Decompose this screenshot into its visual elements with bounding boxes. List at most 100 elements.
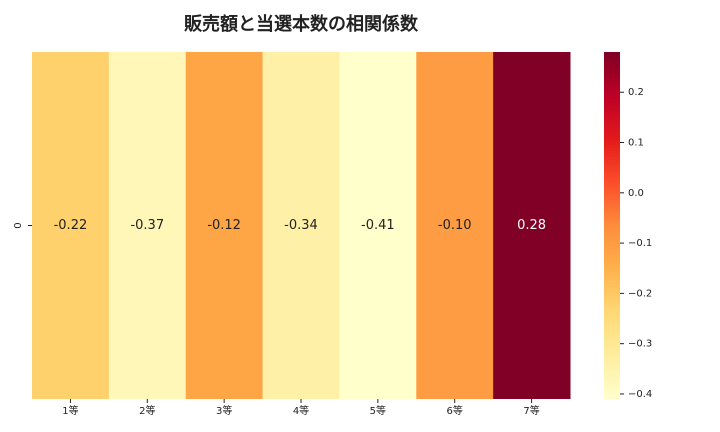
colorbar-segment xyxy=(604,219,620,224)
x-tick-label: 6等 xyxy=(447,404,463,417)
colorbar-segment xyxy=(604,170,620,175)
colorbar-segment xyxy=(604,196,620,201)
colorbar-segment xyxy=(604,161,620,166)
colorbar-segment xyxy=(604,393,620,397)
colorbar-segment xyxy=(604,199,620,203)
colorbar-segment xyxy=(604,57,620,62)
colorbar-segment xyxy=(604,144,620,149)
colorbar-segment xyxy=(604,173,620,177)
colorbar-segment xyxy=(604,52,620,56)
colorbar-segment xyxy=(604,202,620,206)
colorbar-tick-label: −0.1 xyxy=(628,238,652,249)
colorbar-segment xyxy=(604,54,620,59)
colorbar-segment xyxy=(604,141,620,146)
x-tick-label: 1等 xyxy=(62,404,78,417)
colorbar-segment xyxy=(604,294,620,299)
colorbar-segment xyxy=(604,312,620,316)
colorbar-segment xyxy=(604,66,620,70)
heatmap-cell xyxy=(185,52,264,399)
colorbar-segment xyxy=(604,185,620,189)
colorbar-segment xyxy=(604,320,620,325)
colorbar-segment xyxy=(604,346,620,351)
x-tick-label: 7等 xyxy=(523,404,539,417)
heatmap-cell xyxy=(32,52,110,399)
colorbar-segment xyxy=(604,257,620,261)
colorbar-segment xyxy=(604,361,620,365)
colorbar-segment xyxy=(604,132,620,137)
colorbar-segment xyxy=(604,239,620,244)
colorbar-segment xyxy=(604,384,620,389)
value-label: -0.22 xyxy=(54,218,88,233)
colorbar-segment xyxy=(604,156,620,160)
colorbar-segment xyxy=(604,101,620,105)
colorbar-segment xyxy=(604,63,620,68)
colorbar-segment xyxy=(604,109,620,114)
x-tick-label: 4等 xyxy=(293,404,309,417)
colorbar-segment xyxy=(604,248,620,253)
colorbar-segment xyxy=(604,355,620,360)
colorbar-segment xyxy=(604,60,620,65)
colorbar-segment xyxy=(604,86,620,91)
colorbar-segment xyxy=(604,289,620,293)
colorbar-segment xyxy=(604,242,620,247)
colorbar-tick-label: −0.4 xyxy=(628,389,652,400)
colorbar-segment xyxy=(604,370,620,374)
colorbar-segment xyxy=(604,265,620,270)
colorbar-segment xyxy=(604,286,620,290)
colorbar-segment xyxy=(604,130,620,134)
colorbar-segment xyxy=(604,390,620,394)
colorbar-segment xyxy=(604,303,620,308)
colorbar-segment xyxy=(604,306,620,310)
value-label: -0.34 xyxy=(284,218,318,233)
colorbar-segment xyxy=(604,349,620,354)
colorbar-segment xyxy=(604,222,620,227)
colorbar-segment xyxy=(604,300,620,305)
colorbar-segment xyxy=(604,271,620,276)
colorbar-segment xyxy=(604,341,620,345)
colorbar-segment xyxy=(604,367,620,371)
colorbar-segment xyxy=(604,332,620,336)
colorbar-segment xyxy=(604,95,620,99)
colorbar-segment xyxy=(604,112,620,117)
colorbar-segment xyxy=(604,176,620,180)
colorbar-segment xyxy=(604,153,620,157)
colorbar-segment xyxy=(604,158,620,163)
value-label: -0.12 xyxy=(207,218,241,233)
colorbar-segment xyxy=(604,167,620,172)
colorbar-segment xyxy=(604,326,620,331)
colorbar-tick-label: 0.1 xyxy=(628,138,644,149)
colorbar-segment xyxy=(604,106,620,111)
colorbar-segment xyxy=(604,375,620,380)
chart-title: 販売額と当選本数の相関係数 xyxy=(184,13,419,35)
colorbar-segment xyxy=(604,251,620,256)
colorbar-segment xyxy=(604,193,620,198)
colorbar-segment xyxy=(604,216,620,221)
colorbar-tick-label: −0.2 xyxy=(628,288,652,299)
colorbar-segment xyxy=(604,245,620,250)
colorbar-segment xyxy=(604,358,620,363)
colorbar-segment xyxy=(604,309,620,313)
colorbar-segment xyxy=(604,315,620,319)
colorbar-segment xyxy=(604,72,620,76)
colorbar-segment xyxy=(604,89,620,94)
colorbar-segment xyxy=(604,92,620,96)
colorbar-segment xyxy=(604,378,620,383)
colorbar-segment xyxy=(604,274,620,279)
colorbar-segment xyxy=(604,234,620,238)
colorbar-segment xyxy=(604,387,620,391)
colorbar-segment xyxy=(604,352,620,357)
heatmap-cell xyxy=(493,52,571,399)
y-tick-label: 0 xyxy=(13,222,24,228)
colorbar-segment xyxy=(604,323,620,328)
colorbar-segment xyxy=(604,283,620,287)
x-tick-label: 5等 xyxy=(370,404,386,417)
colorbar-segment xyxy=(604,164,620,169)
colorbar-segment xyxy=(604,381,620,386)
colorbar-tick-label: 0.2 xyxy=(628,87,644,98)
colorbar-segment xyxy=(604,83,620,88)
colorbar-segment xyxy=(604,329,620,334)
colorbar-segment xyxy=(604,260,620,264)
colorbar-segment xyxy=(604,318,620,322)
colorbar-segment xyxy=(604,364,620,368)
